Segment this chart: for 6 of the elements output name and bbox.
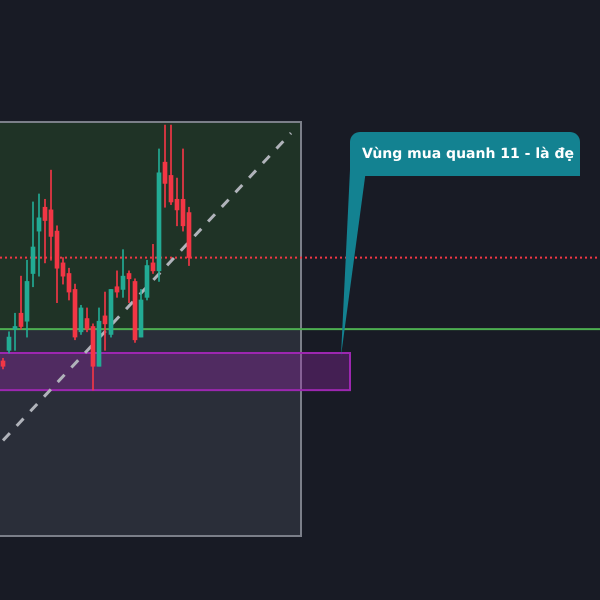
candlestick — [36, 194, 42, 276]
candlestick — [114, 270, 120, 298]
candlestick — [102, 292, 108, 351]
candlestick — [126, 270, 132, 303]
annotation: Vùng mua quanh 11 - là đẹ — [350, 132, 580, 176]
candlestick — [12, 312, 18, 351]
